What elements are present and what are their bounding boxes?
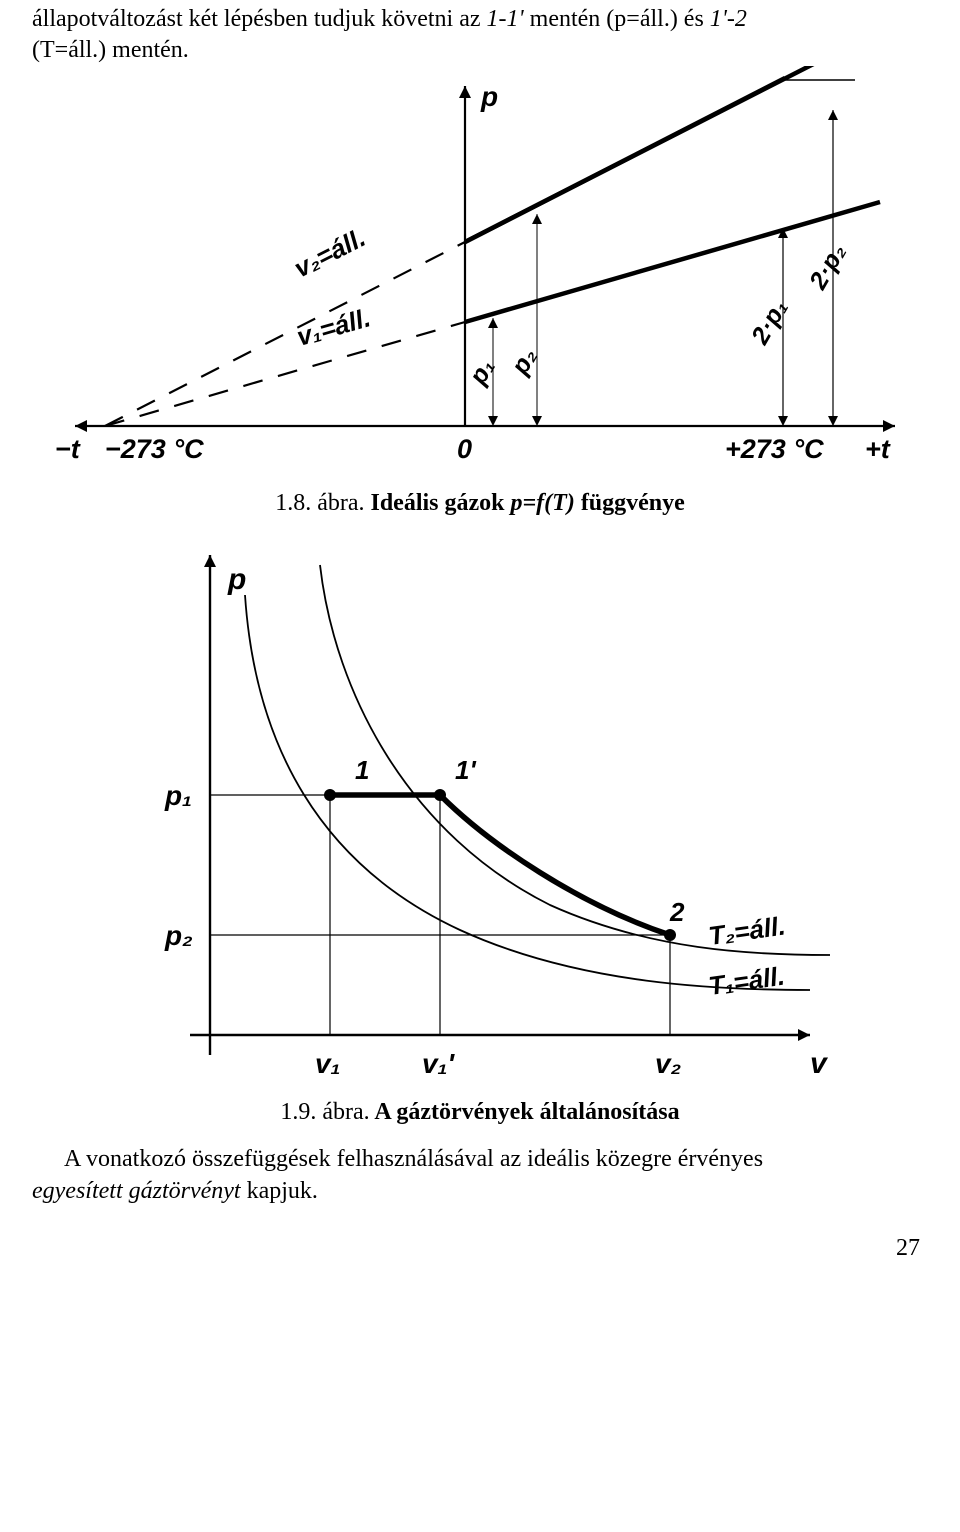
- figure-1-9-caption: 1.9. ábra. A gáztörvények általánosítása: [32, 1099, 928, 1126]
- fig2-caption-prefix: 1.9. ábra.: [280, 1099, 369, 1125]
- fig2-label-v2: v₂: [655, 1048, 681, 1079]
- fig1-label-v2: v₂=áll.: [289, 223, 370, 284]
- fig2-label-p1: p₁: [164, 780, 192, 811]
- concl-text-italic: egyesített gáztörvényt: [32, 1178, 241, 1204]
- fig2-label-1: 1: [355, 755, 369, 785]
- intro-text-italic2: 1'-2: [710, 6, 747, 32]
- fig1-caption-suffix: függvénye: [575, 490, 685, 516]
- intro-text-3: (T=áll.) mentén.: [32, 37, 189, 63]
- fig1-axis-zero: 0: [457, 434, 472, 464]
- fig1-label-2p2: 2·p₂: [803, 240, 851, 296]
- fig1-axis-left-273: −273 °C: [105, 434, 204, 464]
- figure-1-8-caption: 1.8. ábra. Ideális gázok p=f(T) függvény…: [32, 490, 928, 517]
- intro-text-2: mentén (p=áll.) és: [524, 6, 710, 32]
- fig1-label-p1: p₁: [463, 355, 500, 391]
- fig1-label-2p1: 2·p₁: [745, 295, 793, 350]
- figure-1-8: p −t −273 °C 0 +273 °C +t v₂=áll. v₁=áll…: [45, 66, 915, 486]
- svg-text:−t: −t: [55, 434, 81, 464]
- concl-text-1: A vonatkozó összefüggések felhasználásáv…: [64, 1146, 763, 1172]
- figure-1-9: p v p₁ p₂ v₁ v₁' v₂ 1 1' 2 T₂=áll. T₁=ál…: [110, 535, 850, 1095]
- intro-text-1: állapotváltozást két lépésben tudjuk köv…: [32, 6, 487, 32]
- intro-text-italic1: 1-1': [487, 6, 524, 32]
- fig1-axis-right-t: +t: [865, 434, 891, 464]
- fig1-caption-bold: Ideális gázok: [364, 490, 510, 516]
- svg-text:−273 °C: −273 °C: [105, 434, 204, 464]
- fig1-caption-prefix: 1.8. ábra.: [275, 490, 364, 516]
- fig2-label-p2: p₂: [164, 920, 193, 951]
- fig1-axis-right-273: +273 °C: [725, 434, 824, 464]
- fig2-axis-x: v: [810, 1047, 829, 1080]
- fig1-axis-y: p: [480, 81, 498, 112]
- page-number: 27: [32, 1235, 928, 1262]
- fig1-axis-left-t: −t: [55, 434, 81, 464]
- fig2-label-v1: v₁: [315, 1048, 340, 1079]
- fig2-label-T1: T₁=áll.: [707, 961, 787, 1001]
- fig2-label-v1p: v₁': [422, 1048, 455, 1079]
- fig2-label-1p: 1': [455, 755, 476, 785]
- intro-paragraph: állapotváltozást két lépésben tudjuk köv…: [32, 4, 928, 66]
- concl-text-2: kapjuk.: [241, 1178, 318, 1204]
- conclusion-paragraph: A vonatkozó összefüggések felhasználásáv…: [32, 1144, 928, 1175]
- fig2-axis-y: p: [227, 563, 246, 596]
- fig2-label-2: 2: [669, 897, 685, 927]
- fig2-label-T2: T₂=áll.: [707, 911, 788, 951]
- conclusion-paragraph-2: egyesített gáztörvényt kapjuk.: [32, 1176, 928, 1207]
- fig1-caption-italic: p=f(T): [511, 490, 575, 516]
- fig2-caption-bold: A gáztörvények általánosítása: [370, 1099, 680, 1125]
